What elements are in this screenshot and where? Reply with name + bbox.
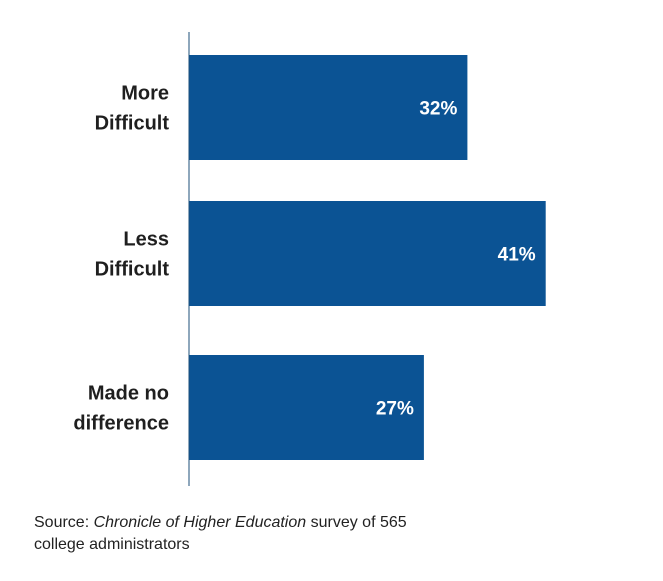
bars-layer: 32% More Difficult 41% Less Difficult 27% Made … (73, 55, 546, 460)
category-label-line: Less (123, 229, 169, 251)
bar (189, 355, 424, 460)
bar (189, 201, 546, 306)
category-label: Less Difficult (95, 229, 170, 281)
category-label: More Difficult (95, 83, 170, 135)
category-label-line: Made no (88, 383, 169, 405)
category-label-line: Difficult (95, 259, 170, 281)
bar-value-label: 27% (376, 399, 414, 420)
source-publication: Chronicle of Higher Education (93, 514, 307, 531)
source-suffix: survey of 565 college administrators (34, 514, 407, 553)
bar-value-label: 32% (419, 99, 457, 120)
category-label-line: Difficult (95, 113, 170, 135)
source-note: Source: Chronicle of Higher Education su… (34, 512, 454, 556)
source-prefix: Source: (34, 514, 94, 531)
category-label-line: difference (73, 413, 169, 435)
bar-value-label: 41% (498, 245, 536, 266)
category-label: Made no difference (73, 383, 169, 435)
bar-chart: 32% More Difficult 41% Less Difficult 27% Made … (73, 32, 546, 486)
bar (189, 55, 468, 160)
category-label-line: More (121, 83, 169, 105)
